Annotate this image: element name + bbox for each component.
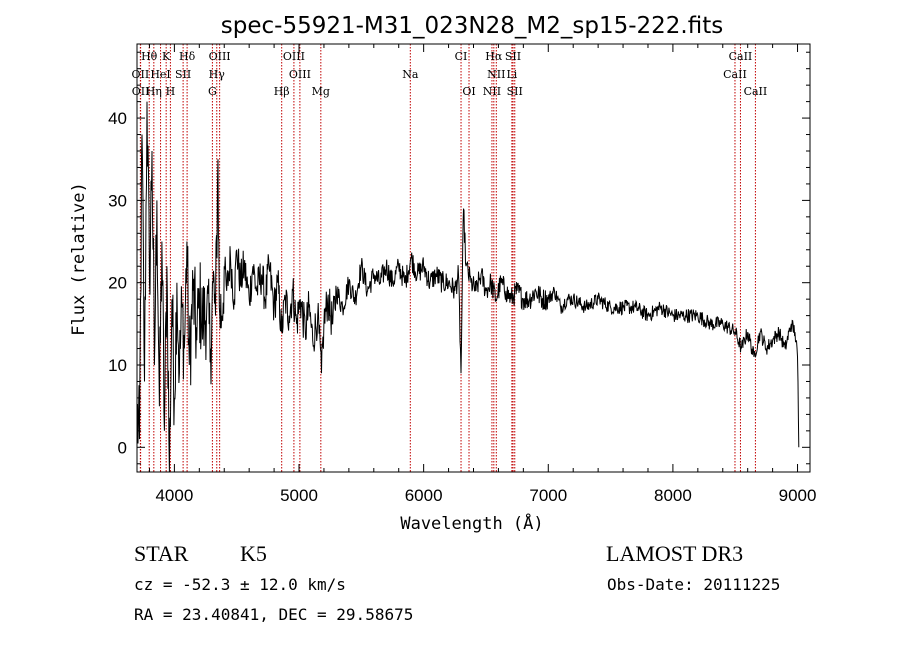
line-marker-label: OII [132,68,150,81]
x-tick-label: 4000 [155,486,193,505]
line-marker-label: Hβ [274,85,290,98]
line-marker-label: SII [505,50,521,63]
y-axis-ticks: 0 10 20 30 40 [108,51,810,465]
x-tick-label: 6000 [405,486,443,505]
line-marker-label: G [208,85,217,98]
x-tick-label: 9000 [779,486,817,505]
line-marker-label: OIII [209,50,231,63]
y-tick-label: 30 [108,191,127,210]
line-marker-label: CaII [723,68,747,81]
line-marker-label: NII [487,68,505,81]
line-marker-label: Hγ [209,68,226,81]
line-marker-label: OI [462,85,475,98]
line-marker-label: NII [483,85,501,98]
line-marker-label: Mg [312,85,330,98]
object-class: STAR [134,541,189,566]
line-marker-label: SII [507,85,523,98]
line-marker-label: OIII [283,50,305,63]
line-marker-label: Hη [146,85,162,98]
y-tick-label: 10 [108,356,127,375]
line-marker-label: Hθ [141,50,158,63]
line-marker-label: K [162,50,171,63]
line-marker-label: HeI [150,68,170,81]
redshift-text: cz = -52.3 ± 12.0 km/s [134,575,346,594]
chart-title: spec-55921-M31_023N28_M2_sp15-222.fits [221,13,723,39]
line-marker-label: Li [506,68,517,81]
x-tick-label: 5000 [280,486,318,505]
line-marker-label: H [166,85,176,98]
survey-name: LAMOST DR3 [606,541,743,566]
line-marker-label: Hδ [179,50,196,63]
coordinates-text: RA = 23.40841, DEC = 29.58675 [134,605,413,624]
line-marker-label: OIII [289,68,311,81]
line-marker-label: CI [455,50,468,63]
x-tick-label: 8000 [654,486,692,505]
object-subclass: K5 [240,541,267,566]
y-axis-label: Flux (relative) [69,182,89,336]
y-tick-label: 40 [108,109,127,128]
y-tick-label: 0 [118,438,127,457]
y-tick-label: 20 [108,274,127,293]
x-tick-label: 7000 [529,486,567,505]
line-marker-label: SII [175,68,191,81]
line-marker-label: Na [402,68,419,81]
line-marker-label: OII [132,85,150,98]
x-axis-ticks: 4000 5000 6000 7000 8000 9000 [148,44,817,505]
obs-date-text: Obs-Date: 20111225 [607,575,780,594]
spectrum-line [136,101,800,473]
line-marker-label: Hα [485,50,503,63]
line-marker-label: CaII [729,50,753,63]
line-marker-label: CaII [744,85,768,98]
x-axis-label: Wavelength (Å) [400,512,543,534]
spectral-line-markers [139,44,756,472]
